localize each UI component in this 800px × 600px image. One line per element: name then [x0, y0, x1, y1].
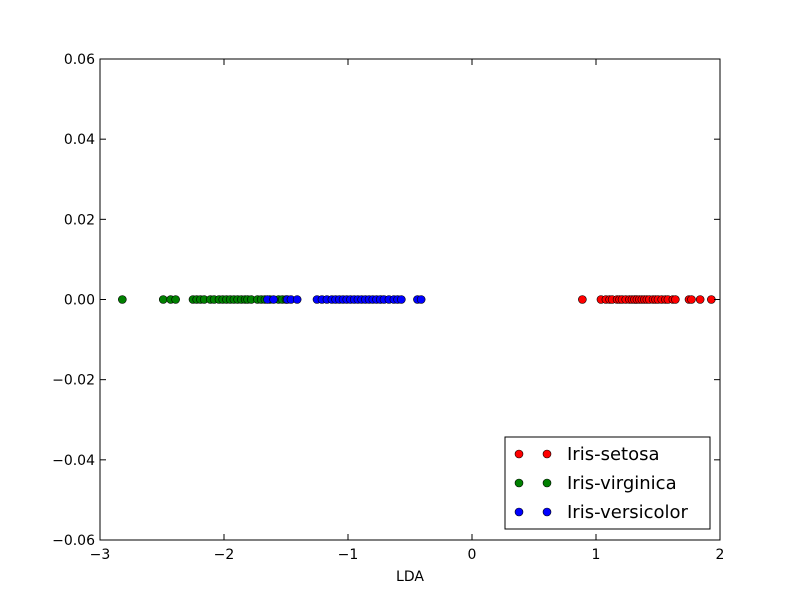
legend-label: Iris-setosa [567, 444, 660, 465]
legend-marker [542, 478, 552, 488]
data-point [687, 295, 696, 304]
data-point [578, 295, 587, 304]
x-tick-label: 2 [716, 547, 725, 563]
legend-label: Iris-virginica [567, 473, 677, 494]
legend-box [504, 436, 711, 530]
y-tick-label: −0.06 [52, 533, 95, 549]
data-point [416, 295, 426, 304]
x-tick-label: −1 [338, 547, 359, 563]
legend-marker [514, 449, 524, 459]
x-tick-label: −3 [90, 547, 111, 563]
data-point [671, 295, 680, 304]
y-tick-label: −0.02 [52, 373, 95, 389]
legend-marker [514, 507, 524, 517]
data-points [118, 295, 716, 304]
data-point [158, 295, 168, 304]
x-axis-label: LDA [396, 569, 424, 585]
legend: Iris-setosa Iris-virginica Iris-versicolor [504, 436, 711, 530]
x-tick-label: 1 [592, 547, 601, 563]
legend-marker [514, 478, 524, 488]
data-point [171, 295, 180, 304]
data-point [118, 295, 127, 304]
legend-label: Iris-versicolor [567, 502, 689, 523]
y-tick-label: 0.04 [64, 132, 95, 148]
legend-marker [542, 449, 552, 459]
data-point [269, 295, 278, 304]
y-tick-label: 0.00 [64, 293, 95, 309]
x-tick-label: −2 [214, 547, 235, 563]
y-tick-label: −0.04 [52, 453, 95, 469]
data-point [695, 295, 705, 304]
x-tick-label: 0 [468, 547, 477, 563]
y-tick-label: 0.02 [64, 212, 95, 228]
legend-marker [542, 507, 552, 517]
data-point [292, 295, 302, 304]
data-point [397, 295, 406, 304]
axis-ticks: −3 −2 −1 0 1 2 0.06 0.04 0.02 0.00 −0.02 −0.04 −0.06 [52, 52, 724, 563]
y-tick-label: 0.06 [64, 52, 95, 68]
